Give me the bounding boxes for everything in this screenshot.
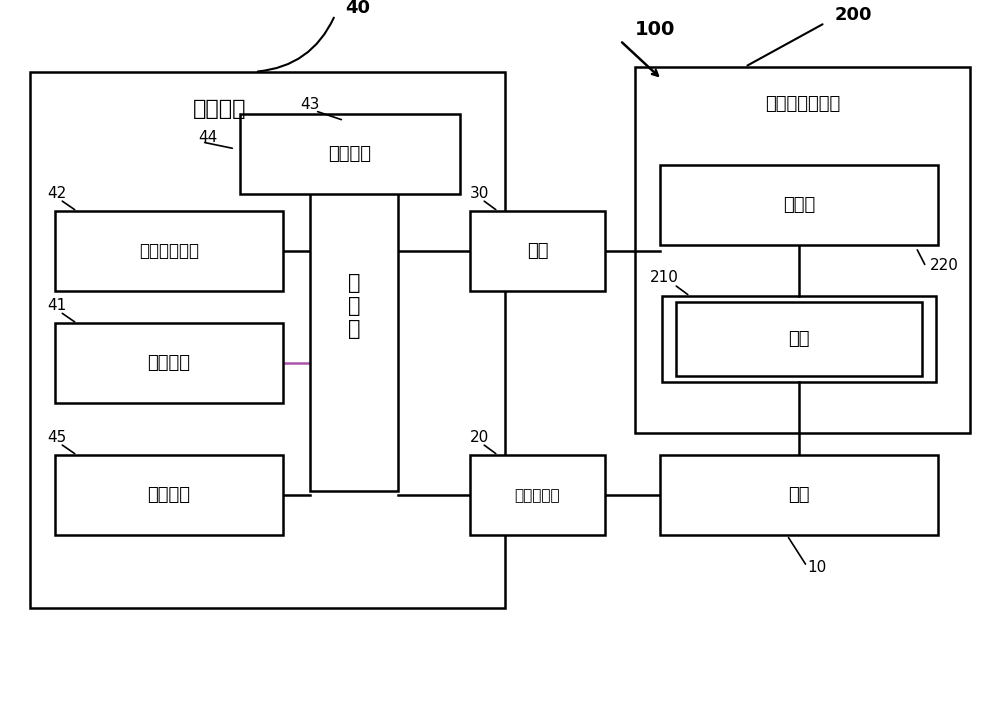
FancyBboxPatch shape: [310, 121, 398, 491]
Text: 100: 100: [635, 20, 675, 39]
Text: 相机: 相机: [527, 242, 548, 261]
Text: 200: 200: [835, 6, 872, 24]
Text: 按钮: 按钮: [788, 330, 810, 348]
Text: 220: 220: [930, 258, 959, 273]
FancyBboxPatch shape: [676, 302, 922, 376]
Text: 20: 20: [470, 429, 489, 445]
FancyBboxPatch shape: [240, 114, 460, 193]
Text: 45: 45: [47, 429, 66, 445]
Text: 40: 40: [345, 0, 370, 17]
Text: 42: 42: [47, 186, 66, 201]
FancyBboxPatch shape: [660, 165, 938, 246]
FancyBboxPatch shape: [470, 455, 605, 535]
FancyBboxPatch shape: [662, 296, 936, 382]
Text: 30: 30: [470, 186, 489, 201]
Text: 卡片计算机装置: 卡片计算机装置: [765, 95, 840, 113]
FancyBboxPatch shape: [660, 455, 938, 535]
Text: 处
理
器: 处 理 器: [348, 273, 360, 339]
Text: 电缸控制器: 电缸控制器: [515, 488, 560, 503]
FancyBboxPatch shape: [55, 211, 283, 292]
FancyBboxPatch shape: [30, 72, 505, 609]
FancyBboxPatch shape: [55, 323, 283, 404]
Text: 10: 10: [807, 561, 826, 575]
Text: 影像判断单元: 影像判断单元: [139, 242, 199, 261]
Text: 电缸: 电缸: [788, 486, 810, 504]
FancyBboxPatch shape: [55, 455, 283, 535]
Text: 210: 210: [650, 270, 679, 285]
FancyBboxPatch shape: [635, 67, 970, 433]
Text: 存储设备: 存储设备: [328, 145, 372, 162]
Text: 电磁阀: 电磁阀: [783, 196, 815, 215]
Text: 控制终端: 控制终端: [193, 99, 247, 119]
Text: 44: 44: [198, 130, 217, 145]
FancyBboxPatch shape: [470, 211, 605, 292]
Text: 存储单元: 存储单元: [148, 354, 190, 373]
Text: 41: 41: [47, 298, 66, 313]
Text: 43: 43: [300, 97, 319, 112]
Text: 输入单元: 输入单元: [148, 486, 190, 504]
